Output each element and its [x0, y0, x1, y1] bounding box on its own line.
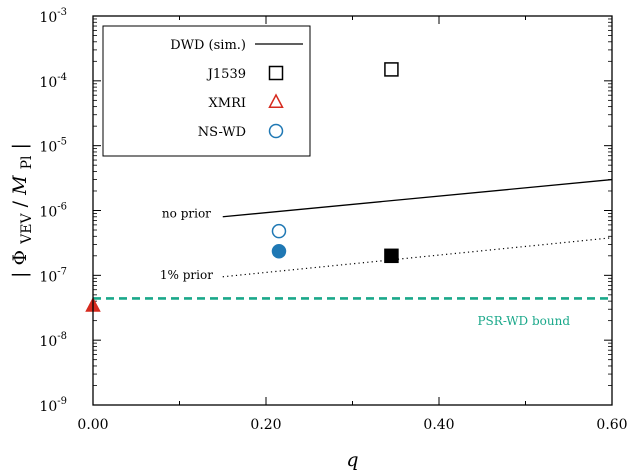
annotation-no-prior-label: no prior [162, 206, 211, 220]
legend-label: DWD (sim.) [170, 38, 246, 53]
y-tick-label: 10-4 [39, 72, 67, 91]
y-tick-label: 10-8 [39, 331, 67, 350]
y-title-m-sub: Pl [19, 155, 35, 169]
annotation-one-pct-label: 1% prior [160, 268, 213, 282]
y-tick-label: 10-5 [39, 137, 67, 156]
legend-entries: DWD (sim.) J1539 XMRI NS-WD [170, 38, 303, 140]
y-title-phi-sub: VEV [19, 213, 35, 245]
legend-box [102, 25, 311, 157]
point-j1539-open [384, 62, 399, 77]
x-tick-label: 0.00 [77, 417, 108, 433]
series-layer [85, 62, 613, 312]
y-title-m: M [9, 175, 31, 196]
y-tick-label: 10-6 [39, 202, 67, 221]
annotation-psr-label: PSR-WD bound [477, 314, 570, 328]
y-tick-label: 10-7 [39, 266, 67, 285]
plot-frame [92, 15, 613, 406]
point-nswd-filled [271, 244, 287, 259]
y-tick-label: 10-9 [39, 396, 67, 415]
y-title-bar-open: | [9, 272, 31, 278]
legend-marker-xmri [268, 93, 284, 109]
legend-label: NS-WD [198, 125, 246, 140]
line-one-pct-prior [222, 237, 613, 278]
legend-marker-ns-wd [268, 123, 284, 139]
y-title-bar-close: | [9, 143, 31, 149]
legend-label: XMRI [209, 96, 247, 111]
y-axis-title: | Φ VEV / M Pl | [9, 143, 36, 278]
x-tick-label: 0.60 [596, 417, 627, 433]
legend-marker-j1539 [268, 65, 284, 81]
annotations-layer: no prior 1% prior PSR-WD bound [160, 206, 570, 328]
x-axis-title: q [346, 449, 358, 471]
point-nswd-open [271, 223, 287, 239]
y-tick-label: 10-3 [39, 7, 67, 26]
y-title-phi: Φ [9, 250, 31, 266]
x-tick-label: 0.40 [423, 417, 454, 433]
point-j1539-filled [384, 248, 399, 264]
legend-label: J1539 [206, 67, 246, 82]
line-no-prior [222, 178, 613, 218]
legend: DWD (sim.) J1539 XMRI NS-WD [102, 25, 311, 157]
x-tick-label: 0.20 [250, 417, 281, 433]
y-title-slash: / [9, 200, 31, 207]
